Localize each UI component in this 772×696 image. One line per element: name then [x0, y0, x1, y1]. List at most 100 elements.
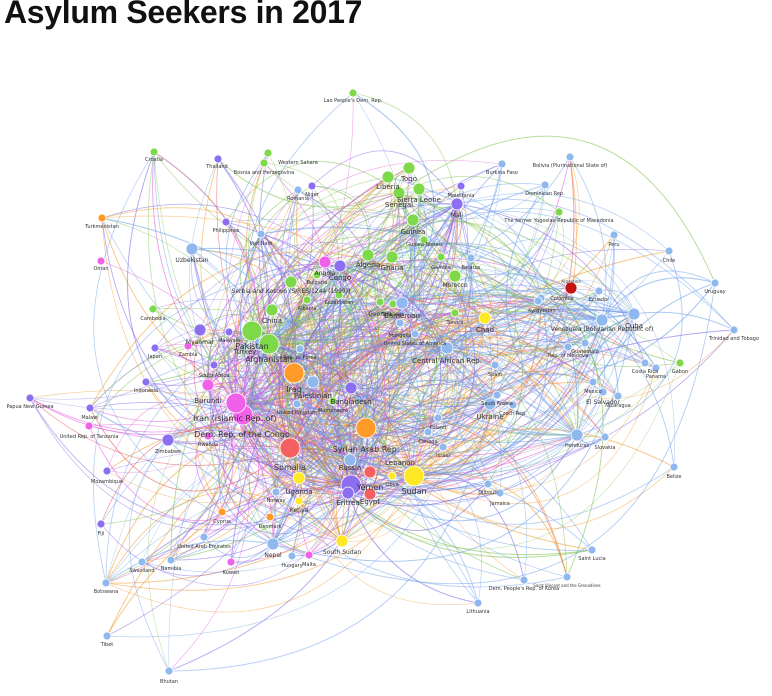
node-label-kenya: Kenya — [290, 507, 309, 514]
edge — [446, 309, 635, 349]
edge — [268, 198, 735, 345]
edge — [260, 226, 542, 299]
edge — [354, 301, 381, 429]
edge — [260, 233, 403, 314]
edge — [347, 319, 603, 494]
node-cyprus — [217, 507, 227, 517]
edge — [203, 384, 234, 538]
node-label-israel: Israel — [436, 453, 450, 459]
edge — [213, 254, 369, 367]
node-label-mali: Mali — [451, 212, 464, 219]
edge — [207, 384, 343, 542]
node-tibet — [102, 631, 112, 641]
node-the-former-yugoslav-republic-of-macedonia — [554, 207, 564, 217]
node-label-chile: Chile — [663, 258, 676, 264]
edge — [312, 381, 593, 551]
edge — [311, 400, 343, 542]
node-label-algeria: Algeria — [356, 261, 381, 269]
edge — [235, 402, 479, 604]
node-label-serbia-and-kosovo-s-res-1244-1999: Serbia and Kosovo (S/RES/1244 (1999)) — [232, 288, 351, 295]
edge — [217, 158, 400, 208]
edge — [633, 311, 735, 331]
edge — [191, 248, 349, 494]
node-albania — [302, 295, 312, 305]
node-lao-people-s-dem-rep — [348, 88, 358, 98]
edge — [88, 424, 300, 479]
node-label-tajikistan: Tajikistan — [380, 312, 404, 318]
edge — [294, 302, 403, 556]
node-label-burundi: Burundi — [194, 397, 221, 405]
node-pakistan — [241, 320, 263, 342]
edge — [154, 343, 270, 378]
node-label-cuba: Cuba — [625, 322, 643, 330]
edge — [391, 297, 542, 477]
node-united-rep-of-tanzania — [84, 421, 94, 431]
edge — [341, 257, 474, 542]
edge — [189, 158, 351, 461]
node-label-slovakia: Slovakia — [595, 445, 616, 451]
edge — [299, 319, 603, 381]
node-kazakhstan — [334, 290, 344, 300]
edge — [398, 192, 578, 436]
edge — [339, 156, 571, 270]
edge — [272, 478, 593, 551]
edge — [235, 303, 394, 404]
edge — [100, 297, 542, 525]
node-ukraine — [483, 397, 497, 411]
edge — [298, 362, 681, 550]
edge — [296, 296, 486, 405]
edge — [293, 372, 568, 578]
edge — [410, 219, 514, 406]
edge — [251, 330, 578, 436]
edge — [203, 536, 274, 558]
node-label-botswana: Botswana — [94, 589, 118, 595]
edge — [89, 381, 314, 445]
edge — [489, 313, 635, 405]
node-peru — [609, 230, 619, 240]
edge — [295, 189, 415, 477]
edge — [332, 265, 352, 402]
edge — [312, 346, 569, 410]
node-south-africa — [209, 360, 219, 370]
edge — [446, 329, 594, 383]
edge — [288, 176, 389, 479]
edge — [235, 203, 458, 404]
edge — [170, 387, 352, 561]
node-uganda — [292, 471, 306, 485]
edge — [401, 302, 456, 322]
node-label-sudan: Sudan — [401, 487, 426, 496]
node-label-cameroon: Cameroon — [384, 312, 420, 320]
node-label-liberia: Liberia — [376, 183, 400, 191]
node-poland — [433, 413, 443, 423]
node-panama — [651, 363, 661, 373]
edge — [101, 217, 578, 453]
node-belize — [669, 462, 679, 472]
edge — [268, 303, 394, 345]
edge — [285, 167, 410, 479]
node-djibouti — [483, 479, 493, 489]
edge — [249, 330, 351, 461]
node-niger — [307, 181, 317, 191]
edge — [298, 203, 458, 479]
edge — [311, 185, 371, 256]
node-layer — [25, 88, 739, 676]
edge — [105, 475, 415, 613]
node-label-malta: Malta — [302, 562, 316, 568]
edge — [289, 156, 575, 451]
node-central-african-rep — [440, 341, 454, 355]
edge — [251, 330, 351, 542]
node-bangladesh — [344, 381, 358, 395]
node-label-albania: Albania — [298, 306, 317, 312]
node-label-south-sudan: South Sudan — [323, 549, 361, 556]
node-costa-rica — [640, 358, 650, 368]
edge — [105, 491, 343, 584]
edge — [349, 319, 603, 474]
edge — [298, 317, 486, 502]
edge — [446, 290, 600, 349]
node-montenegro — [328, 396, 338, 406]
node-mozambique — [102, 466, 112, 476]
node-label-the-former-yugoslav-republic-of-macedonia: The former Yugoslav Republic of Macedoni… — [503, 218, 613, 224]
node-nicaragua — [613, 391, 623, 401]
node-label-syrian-arab-rep: Syrian Arab Rep. — [333, 445, 400, 454]
node-label-bolivia-plurinational-state-of: Bolivia (Plurinational State of) — [533, 163, 608, 169]
